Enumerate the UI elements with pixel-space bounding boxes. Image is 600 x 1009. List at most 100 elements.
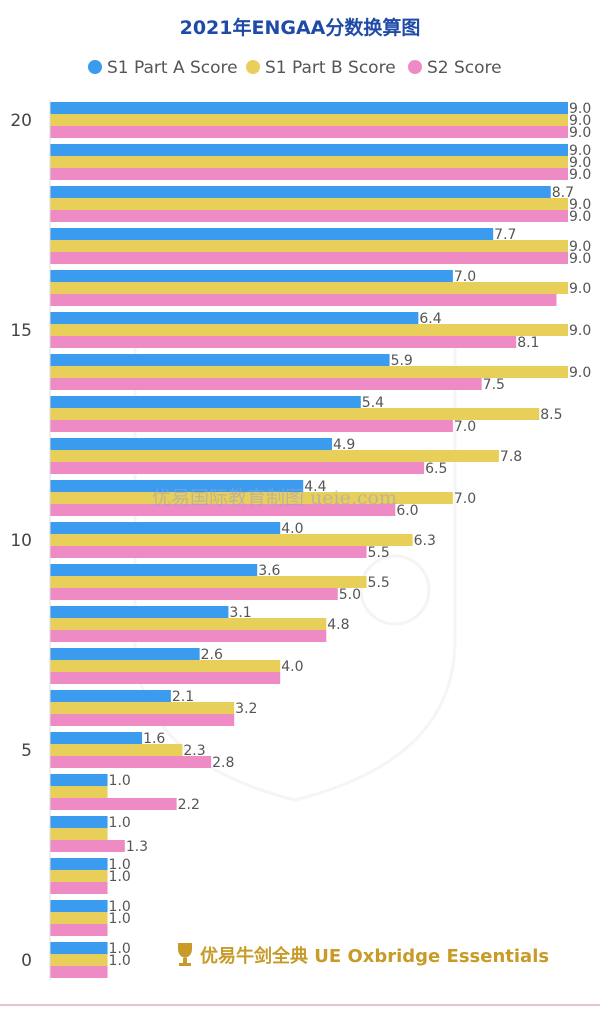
data-label-2-series-2: 1.0 [109, 869, 131, 885]
bar-13-series-3 [50, 420, 453, 432]
data-label-15-series-2: 9.0 [569, 323, 591, 339]
bar-11-series-1 [50, 480, 304, 492]
data-label-11-series-3: 6.0 [396, 503, 418, 519]
bar-19-series-2 [50, 156, 568, 168]
bar-13-series-1 [50, 396, 361, 408]
bar-13-series-2 [50, 408, 540, 420]
branding: 优易牛剑全典 UE Oxbridge Essentials [178, 943, 549, 967]
data-label-13-series-1: 5.4 [362, 395, 384, 411]
data-label-5-series-2: 2.3 [183, 743, 205, 759]
bar-2-series-3 [50, 882, 108, 894]
bar-14-series-1 [50, 354, 390, 366]
bar-12-series-2 [50, 450, 499, 462]
bar-19-series-3 [50, 168, 568, 180]
bar-14-series-3 [50, 378, 482, 390]
bar-11-series-3 [50, 504, 396, 516]
bar-14-series-2 [50, 366, 568, 378]
bar-2-series-1 [50, 858, 108, 870]
data-label-1-series-2: 1.0 [109, 911, 131, 927]
bar-16-series-2 [50, 282, 568, 294]
bar-12-series-1 [50, 438, 333, 450]
bar-9-series-2 [50, 576, 367, 588]
y-tick-label-10: 10 [10, 531, 32, 551]
bar-17-series-3 [50, 252, 568, 264]
bar-5-series-3 [50, 756, 212, 768]
data-label-0-series-2: 1.0 [109, 953, 131, 969]
brand-text: 优易牛剑全典 UE Oxbridge Essentials [200, 945, 549, 967]
bar-7-series-3 [50, 672, 281, 684]
data-label-13-series-2: 8.5 [540, 407, 562, 423]
legend: S1 Part A Score S1 Part B Score S2 Score [88, 58, 502, 78]
watermark-text: 优易国际教育制图 ueie.com [152, 487, 397, 509]
bar-8-series-3 [50, 630, 327, 642]
bar-20-series-3 [50, 126, 568, 138]
bar-8-series-2 [50, 618, 327, 630]
bar-1-series-3 [50, 924, 108, 936]
trophy-icon [178, 943, 192, 966]
bar-3-series-3 [50, 840, 125, 852]
bar-18-series-3 [50, 210, 568, 222]
data-label-9-series-3: 5.0 [339, 587, 361, 603]
legend-marker-2 [246, 60, 260, 74]
bar-15-series-2 [50, 324, 568, 336]
bar-19-series-1 [50, 144, 568, 156]
data-label-17-series-2: 9.0 [569, 239, 591, 255]
chart-title: 2021年ENGAA分数换算图 [180, 16, 421, 39]
data-label-1-series-1: 1.0 [109, 899, 131, 915]
data-label-15-series-3: 8.1 [517, 335, 539, 351]
data-label-8-series-1: 3.1 [229, 605, 251, 621]
data-label-16-series-1: 7.0 [454, 269, 476, 285]
bar-10-series-1 [50, 522, 281, 534]
bar-0-series-2 [50, 954, 108, 966]
bar-18-series-1 [50, 186, 551, 198]
y-tick-label-15: 15 [10, 321, 32, 341]
bar-20-series-1 [50, 102, 568, 114]
data-label-14-series-2: 9.0 [569, 365, 591, 381]
legend-label-3: S2 Score [427, 58, 502, 78]
data-label-4-series-3: 2.2 [178, 797, 200, 813]
data-label-9-series-1: 3.6 [258, 563, 280, 579]
data-label-20-series-2: 9.0 [569, 113, 591, 129]
data-label-9-series-2: 5.5 [368, 575, 390, 591]
bar-10-series-3 [50, 546, 367, 558]
bar-12-series-3 [50, 462, 425, 474]
bar-0-series-3 [50, 966, 108, 978]
data-label-11-series-2: 7.0 [454, 491, 476, 507]
bar-1-series-2 [50, 912, 108, 924]
legend-label-2: S1 Part B Score [265, 58, 396, 78]
bar-15-series-3 [50, 336, 517, 348]
data-label-15-series-1: 6.4 [419, 311, 441, 327]
data-label-18-series-2: 9.0 [569, 197, 591, 213]
legend-marker-3 [408, 60, 422, 74]
data-label-3-series-3: 1.3 [126, 839, 148, 855]
y-tick-label-5: 5 [21, 741, 32, 761]
bar-5-series-1 [50, 732, 143, 744]
data-label-2-series-1: 1.0 [109, 857, 131, 873]
y-tick-label-20: 20 [10, 111, 32, 131]
bar-3-series-1 [50, 816, 108, 828]
data-label-16-series-2: 9.0 [569, 281, 591, 297]
bar-15-series-1 [50, 312, 419, 324]
bar-8-series-1 [50, 606, 229, 618]
data-labels: 9.09.09.09.09.09.08.79.09.07.79.09.07.09… [109, 101, 592, 969]
y-axis: 20 15 10 5 0 [10, 111, 32, 971]
data-label-10-series-1: 4.0 [281, 521, 303, 537]
data-label-8-series-2: 4.8 [327, 617, 349, 633]
bar-18-series-2 [50, 198, 568, 210]
bar-4-series-2 [50, 786, 108, 798]
bar-16-series-1 [50, 270, 453, 282]
data-label-19-series-2: 9.0 [569, 155, 591, 171]
bar-17-series-1 [50, 228, 494, 240]
legend-marker-1 [88, 60, 102, 74]
data-label-17-series-3: 9.0 [569, 251, 591, 267]
bar-9-series-1 [50, 564, 258, 576]
data-label-12-series-2: 7.8 [500, 449, 522, 465]
data-label-19-series-1: 9.0 [569, 143, 591, 159]
bar-1-series-1 [50, 900, 108, 912]
bar-9-series-3 [50, 588, 338, 600]
bars [50, 102, 568, 978]
data-label-20-series-3: 9.0 [569, 125, 591, 141]
bar-2-series-2 [50, 870, 108, 882]
data-label-20-series-1: 9.0 [569, 101, 591, 117]
